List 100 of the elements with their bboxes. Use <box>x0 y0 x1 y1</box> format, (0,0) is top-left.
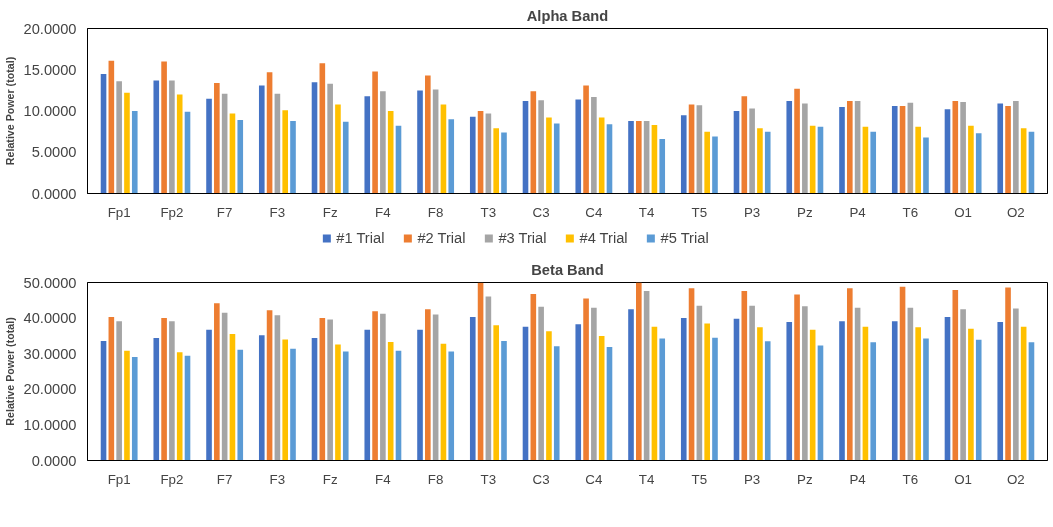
bar <box>131 356 138 461</box>
bar <box>870 342 877 461</box>
bar <box>712 337 718 461</box>
x-tick-label: Fz <box>322 204 338 220</box>
bar <box>1005 106 1011 194</box>
bar <box>712 136 718 194</box>
x-tick-label: Fp2 <box>160 471 184 487</box>
bar <box>741 291 748 461</box>
bar <box>680 318 687 461</box>
bar <box>169 80 175 194</box>
x-tick-label: C4 <box>585 204 603 220</box>
y-tick-label: 20.0000 <box>23 381 77 398</box>
x-tick-label: O1 <box>954 471 972 487</box>
bar <box>153 80 160 194</box>
bar <box>372 71 378 194</box>
bar <box>327 83 333 194</box>
x-tick-label: P4 <box>849 204 867 220</box>
bar <box>116 81 122 194</box>
bar <box>176 352 183 461</box>
x-tick-label: F3 <box>269 204 286 220</box>
bar <box>870 131 877 194</box>
bar <box>846 288 853 461</box>
bar <box>952 101 959 194</box>
legend-label: #5 Trial <box>660 230 709 246</box>
bar <box>387 111 394 194</box>
bar <box>839 106 845 194</box>
bar <box>757 327 763 461</box>
bar <box>997 322 1004 461</box>
bar <box>891 106 898 194</box>
bar <box>628 120 634 194</box>
x-tick-label: F8 <box>427 471 444 487</box>
x-tick-label: F4 <box>375 471 392 487</box>
legend-label: #1 Trial <box>336 230 385 246</box>
bar <box>469 317 476 461</box>
bar <box>380 91 386 194</box>
x-tick-label: F7 <box>216 204 233 220</box>
bar <box>704 323 710 461</box>
x-tick-label: T6 <box>902 471 919 487</box>
x-tick-label: O1 <box>954 204 972 220</box>
y-axis-title: Relative Power (total) <box>3 56 16 166</box>
bar <box>335 344 341 461</box>
x-tick-label: C4 <box>585 471 603 487</box>
x-tick-label: T5 <box>691 471 708 487</box>
bar <box>161 61 167 194</box>
legend-label: #3 Trial <box>498 230 547 246</box>
bar <box>501 132 507 194</box>
bar <box>538 306 544 461</box>
bar <box>636 120 642 194</box>
bar <box>290 348 296 461</box>
x-tick-label: T3 <box>480 204 497 220</box>
bar <box>794 294 800 461</box>
bar <box>846 101 853 194</box>
x-tick-label: O2 <box>1006 204 1025 220</box>
bar <box>659 338 666 461</box>
x-tick-label: T4 <box>638 204 655 220</box>
y-tick-label: 10.0000 <box>23 416 77 433</box>
bar <box>290 120 296 194</box>
bar <box>553 123 560 194</box>
x-tick-label: P3 <box>743 204 761 220</box>
bar <box>704 131 710 194</box>
bar <box>583 298 589 461</box>
bar <box>546 331 552 461</box>
x-tick-label: Fp1 <box>107 471 131 487</box>
y-tick-label: 5.0000 <box>31 144 77 161</box>
bar <box>153 338 160 461</box>
bar <box>960 101 966 194</box>
chart-title: Beta Band <box>531 261 604 278</box>
x-tick-label: Fp2 <box>160 204 184 220</box>
bar <box>680 115 687 194</box>
bar <box>131 111 138 194</box>
bar <box>364 96 371 194</box>
bar <box>448 119 455 194</box>
bar <box>891 321 898 461</box>
bar <box>493 325 499 461</box>
x-tick-label: F7 <box>216 471 233 487</box>
bar <box>335 104 341 194</box>
bar <box>258 335 265 461</box>
bar <box>206 98 212 194</box>
x-tick-label: P4 <box>849 471 867 487</box>
bar <box>1005 287 1011 461</box>
bar <box>546 117 552 194</box>
x-tick-label: Pz <box>797 471 813 487</box>
bar <box>757 128 763 194</box>
bar <box>915 126 921 194</box>
bar <box>923 137 929 194</box>
bar <box>206 329 212 461</box>
x-tick-label: F3 <box>269 471 286 487</box>
bar <box>493 128 499 194</box>
x-tick-label: P3 <box>743 471 761 487</box>
bar <box>952 289 959 461</box>
bar <box>583 85 589 194</box>
bar <box>538 100 544 194</box>
bar <box>282 339 289 461</box>
y-tick-label: 15.0000 <box>23 61 77 78</box>
y-tick-label: 30.0000 <box>23 345 77 362</box>
bar <box>794 88 800 194</box>
bar <box>575 99 582 194</box>
x-tick-label: F4 <box>375 204 392 220</box>
bar <box>997 103 1004 194</box>
bar <box>628 309 634 461</box>
